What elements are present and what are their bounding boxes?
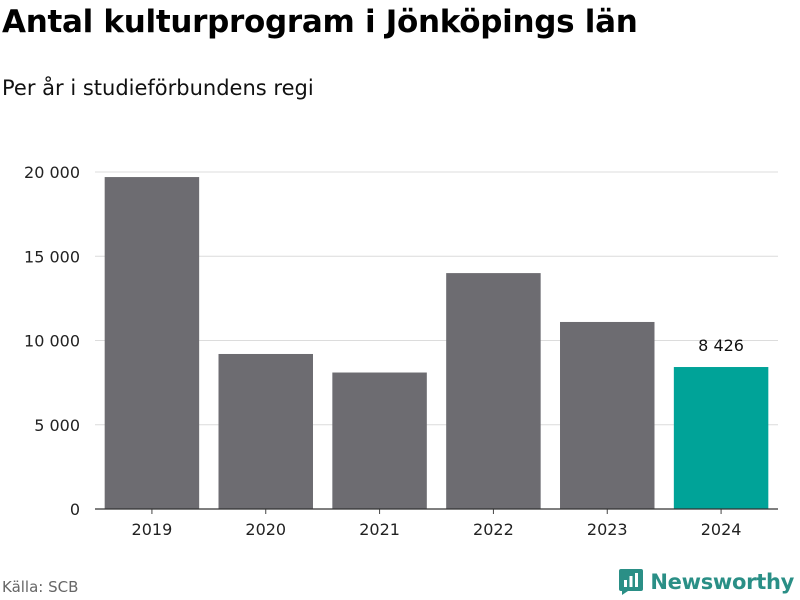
x-axis-ticks: 2019 2020 2021 2022 2023 2024 [95, 508, 778, 539]
bar-2021 [332, 372, 427, 509]
x-tick-label: 2021 [359, 520, 400, 539]
chart-subtitle: Per år i studieförbundens regi [2, 76, 314, 100]
y-tick-label: 15 000 [24, 247, 80, 266]
bar-2019 [104, 177, 200, 509]
x-tick-label: 2024 [701, 520, 742, 539]
y-tick-label: 0 [70, 500, 80, 519]
brand-logo[interactable]: Newsworthy [618, 568, 794, 596]
source-note: Källa: SCB [2, 578, 79, 596]
brand-name: Newsworthy [650, 570, 794, 594]
y-tick-label: 5 000 [34, 416, 80, 435]
y-axis-ticks: 0 5 000 10 000 15 000 20 000 [24, 163, 80, 519]
bars [104, 177, 769, 509]
gridlines [95, 171, 778, 426]
bar-2023 [560, 321, 655, 509]
y-tick-label: 10 000 [24, 332, 80, 351]
bar-2024 [673, 367, 769, 509]
x-tick-label: 2019 [132, 520, 173, 539]
data-labels: 8 426 [698, 336, 744, 355]
y-tick-label: 20 000 [24, 163, 80, 182]
data-label: 8 426 [698, 336, 744, 355]
bar-2022 [446, 273, 541, 509]
x-tick-label: 2022 [473, 520, 514, 539]
x-tick-label: 2023 [587, 520, 628, 539]
bar-2020 [218, 353, 313, 509]
chart-title: Antal kulturprogram i Jönköpings län [2, 4, 638, 40]
x-tick-label: 2020 [245, 520, 286, 539]
newsworthy-logo-icon [619, 569, 644, 595]
